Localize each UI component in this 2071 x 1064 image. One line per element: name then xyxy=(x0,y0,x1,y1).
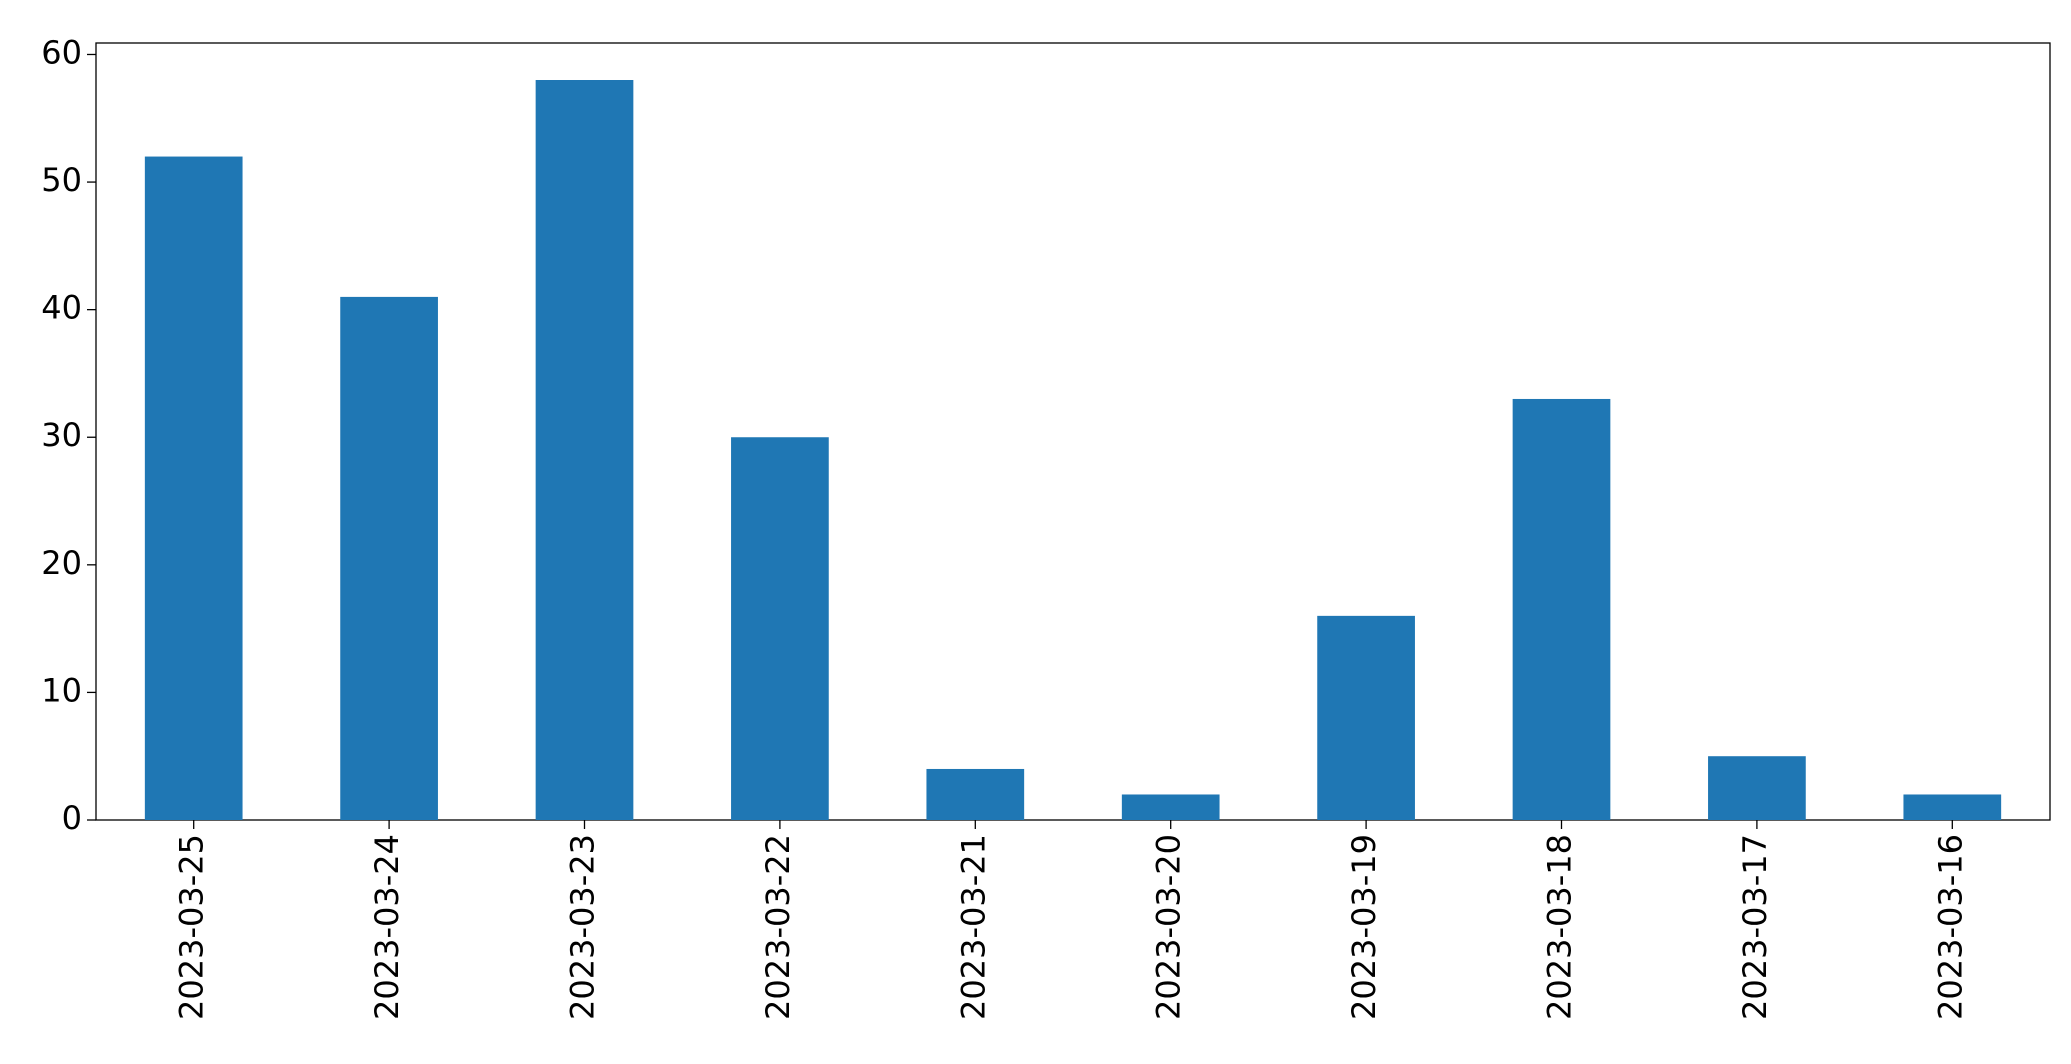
bar xyxy=(1317,615,1415,820)
bar xyxy=(535,80,634,820)
x-tick-label: 2023-03-25 xyxy=(173,834,211,1020)
x-tick-label: 2023-03-19 xyxy=(1345,834,1383,1020)
x-tick-label: 2023-03-22 xyxy=(759,834,797,1020)
x-tick-label: 2023-03-16 xyxy=(1931,834,1969,1020)
bar xyxy=(1903,794,2002,820)
bar xyxy=(144,156,243,820)
y-tick-label: 10 xyxy=(41,671,82,709)
plot-frame xyxy=(95,42,2051,821)
bar xyxy=(1708,756,1806,820)
x-tick-label: 2023-03-18 xyxy=(1541,834,1579,1020)
y-tick-label: 20 xyxy=(41,544,82,582)
x-tick-label: 2023-03-24 xyxy=(368,834,406,1020)
y-tick-label: 60 xyxy=(41,33,82,71)
x-tick-label: 2023-03-17 xyxy=(1736,834,1774,1020)
x-tick-label: 2023-03-20 xyxy=(1150,834,1188,1020)
bar xyxy=(731,437,829,820)
x-tick-label: 2023-03-23 xyxy=(564,834,602,1020)
y-tick-label: 50 xyxy=(41,161,82,199)
bar xyxy=(340,296,438,820)
x-tick-label: 2023-03-21 xyxy=(954,834,992,1020)
bar xyxy=(1512,398,1611,820)
y-tick-label: 30 xyxy=(41,416,82,454)
y-tick-label: 0 xyxy=(62,799,82,837)
y-tick-label: 40 xyxy=(41,289,82,327)
bar xyxy=(1121,794,1220,820)
bar xyxy=(926,768,1025,820)
